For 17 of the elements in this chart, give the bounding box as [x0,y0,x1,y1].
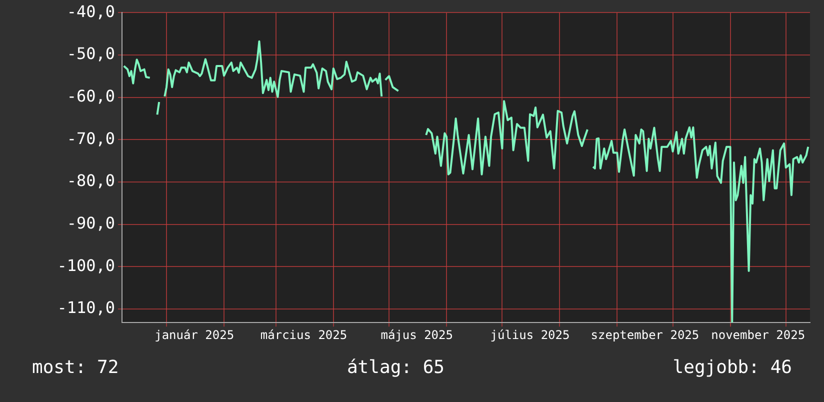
y-tick-label: -50,0 [66,44,115,64]
y-tick-label: -40,0 [66,2,115,21]
x-tick-label: május 2025 [380,328,453,342]
y-tick-label: -110,0 [57,298,115,318]
y-tick-label: -70,0 [66,128,115,148]
text: átlag: 65 [346,357,445,378]
x-tick-label: március 2025 [260,328,348,342]
y-tick-label: -90,0 [66,214,115,233]
x-tick-label: november 2025 [711,328,806,342]
x-tick-label: szeptember 2025 [590,328,700,342]
y-tick-label: -100,0 [57,256,115,275]
y-tick-label: -80,0 [66,171,115,190]
x-tick-label: január 2025 [154,328,234,342]
y-tick-label: -60,0 [66,86,115,106]
x-tick-label: július 2025 [490,328,570,342]
text: most: 72 [32,357,119,378]
text: legjobb: 46 [672,357,792,378]
